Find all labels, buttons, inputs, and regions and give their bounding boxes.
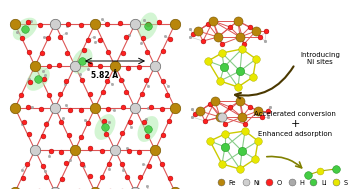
Ellipse shape [138,12,158,40]
Text: +: + [290,119,300,129]
Ellipse shape [94,114,115,140]
Text: 5.82 Å: 5.82 Å [92,71,119,80]
Text: Enhanced adsorption: Enhanced adsorption [258,131,332,137]
Ellipse shape [26,67,50,91]
Text: Introducing
Ni sites: Introducing Ni sites [300,53,340,66]
Ellipse shape [13,18,37,40]
Legend: Fe, Ni, O, H, Li, S: Fe, Ni, O, H, Li, S [214,180,348,186]
Ellipse shape [72,48,92,74]
Ellipse shape [138,116,158,142]
Text: Accelerated conversion: Accelerated conversion [254,111,336,117]
